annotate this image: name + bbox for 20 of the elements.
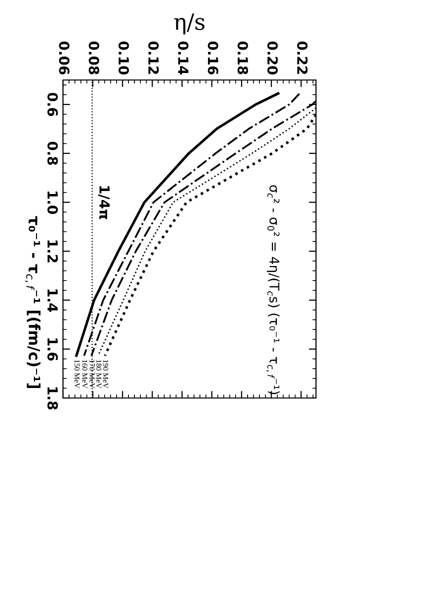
y-tick-label: 1.6 (47, 338, 58, 361)
x-tick-label: 0.12 (148, 42, 159, 74)
y-tick-label: 0.8 (47, 142, 58, 165)
text: σ$_{c}$² - σ$_{0}$² = 4η/(T$_{c}$s) (τ₀⁻¹ - τ$_{c,f}$⁻¹) (266, 185, 280, 394)
y-tick-label: 1.8 (47, 387, 58, 410)
x-tick-label: 0.22 (297, 42, 308, 74)
y-axis-title: τ₀⁻¹ - τ$_{c,f}$⁻¹ [(fm/c)⁻¹] (25, 216, 40, 388)
x-axis-title: η/s (174, 14, 204, 34)
y-tick-label: 1.2 (48, 240, 58, 262)
x-tick-label: 0.08 (88, 42, 100, 74)
x-tick-label: 0.14 (178, 42, 189, 74)
y-tick-label: 1.0 (47, 192, 58, 214)
x-tick-label: 0.10 (118, 42, 130, 74)
y-tick-label: 0.6 (47, 92, 58, 116)
x-tick-label: 0.18 (238, 42, 248, 74)
x-tick-label: 0.06 (58, 42, 70, 74)
x-tick-label: 0.16 (208, 42, 218, 74)
x-tick-label: 0.20 (267, 42, 278, 74)
y-tick-label: 1.4 (48, 289, 58, 312)
ref-line-label: 1/4π (98, 186, 110, 220)
